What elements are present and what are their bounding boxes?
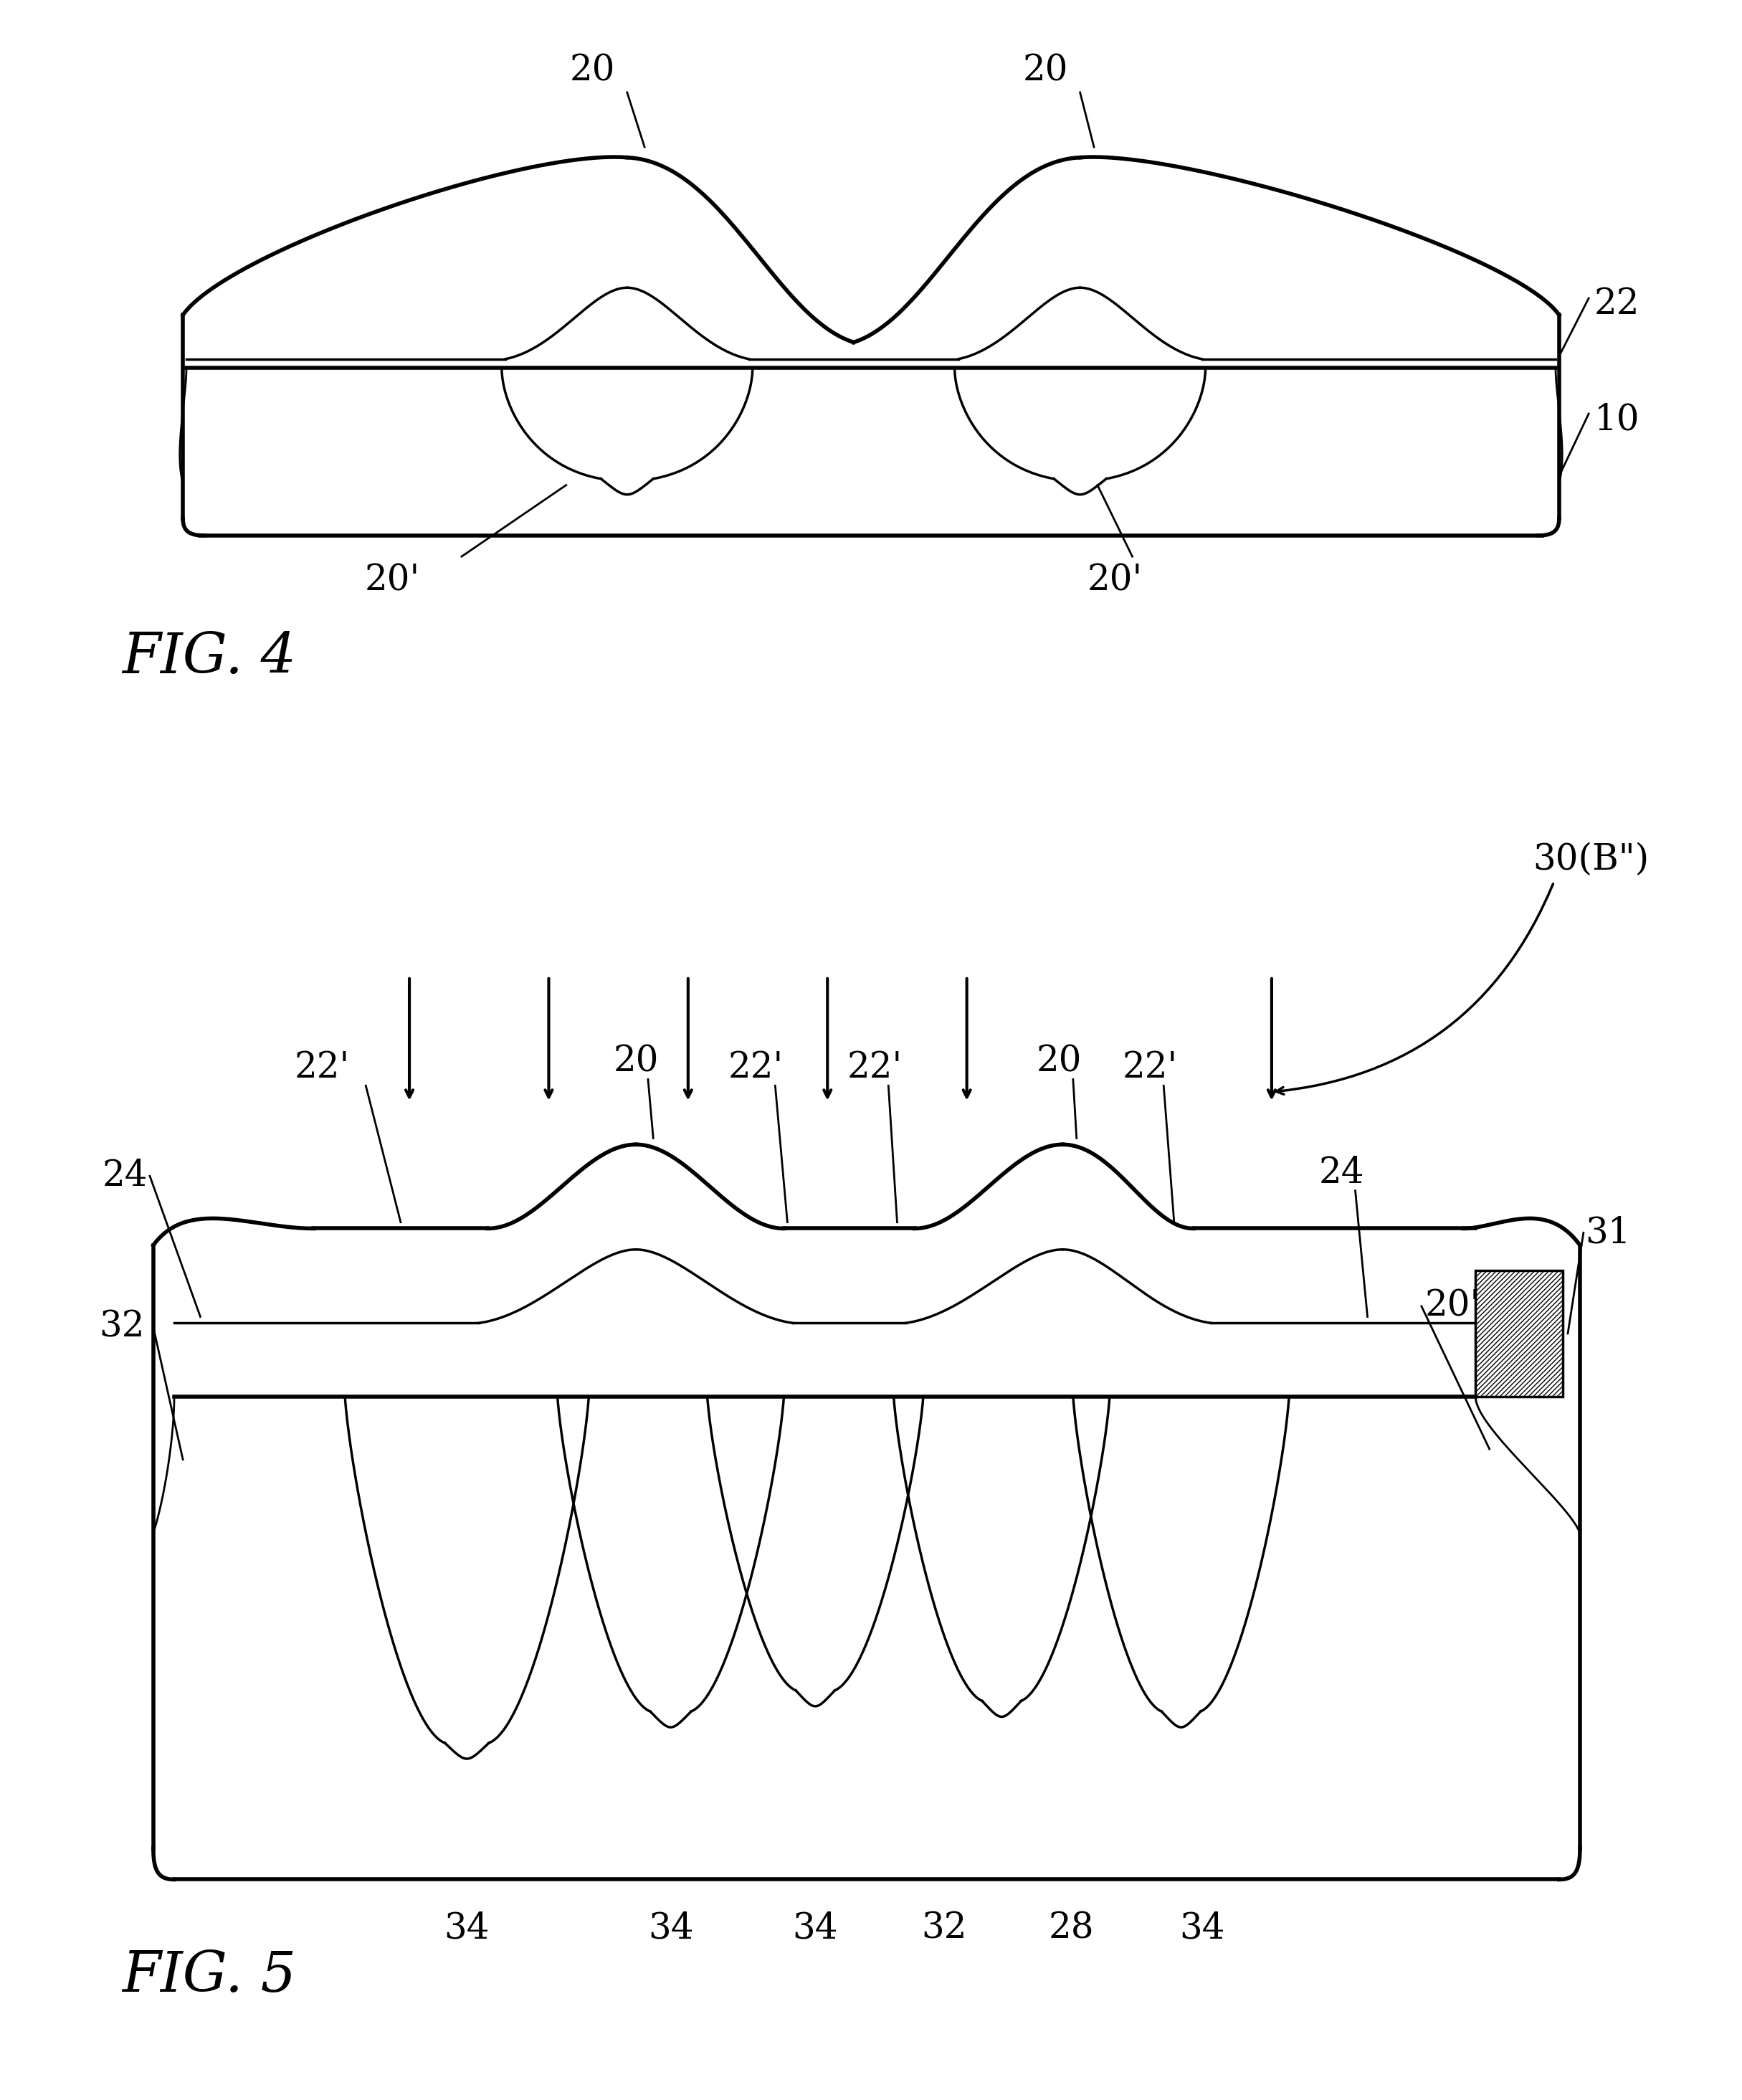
Text: 22': 22': [847, 1050, 902, 1086]
Text: 20': 20': [1087, 563, 1143, 598]
Text: 24: 24: [1319, 1155, 1364, 1191]
Text: 32: 32: [922, 1911, 967, 1947]
Text: 30(B"): 30(B"): [1533, 842, 1650, 878]
Text: 22': 22': [294, 1050, 350, 1086]
Text: 34: 34: [1179, 1911, 1225, 1947]
Text: 32: 32: [99, 1310, 145, 1344]
Text: 20: 20: [1023, 53, 1068, 88]
Text: FIG. 5: FIG. 5: [122, 1949, 296, 2003]
Text: 20: 20: [1036, 1044, 1082, 1079]
Text: 10: 10: [1594, 403, 1639, 437]
Text: 24: 24: [103, 1159, 148, 1193]
Text: 28: 28: [1049, 1911, 1094, 1947]
Text: 31: 31: [1585, 1216, 1631, 1250]
Text: 20': 20': [364, 563, 420, 598]
Text: 20: 20: [570, 53, 615, 88]
Text: 22': 22': [728, 1050, 784, 1086]
Text: 20': 20': [1425, 1289, 1481, 1323]
Bar: [1475, 1270, 1563, 1397]
Text: 34: 34: [648, 1911, 693, 1947]
Text: 34: 34: [444, 1911, 490, 1947]
Text: 22: 22: [1594, 288, 1639, 321]
Text: FIG. 4: FIG. 4: [122, 630, 296, 685]
Text: 22': 22': [1122, 1050, 1178, 1086]
Text: 20: 20: [613, 1044, 658, 1079]
Text: 34: 34: [793, 1911, 838, 1947]
